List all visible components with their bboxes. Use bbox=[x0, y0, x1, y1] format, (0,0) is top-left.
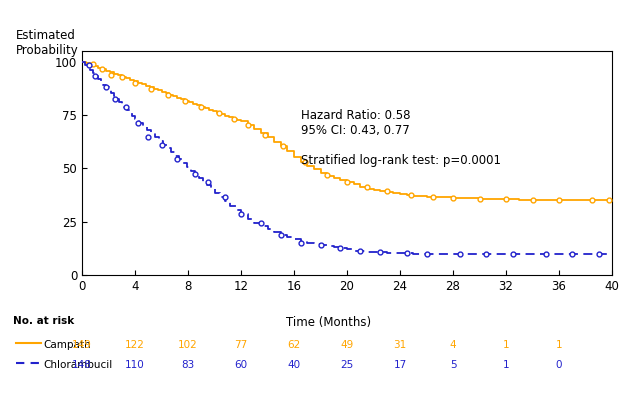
Text: 148: 148 bbox=[72, 360, 92, 369]
Text: 49: 49 bbox=[341, 340, 353, 350]
Text: Campath: Campath bbox=[43, 340, 90, 350]
Text: 17: 17 bbox=[394, 360, 406, 369]
Text: 4: 4 bbox=[450, 340, 456, 350]
Text: 1: 1 bbox=[503, 340, 509, 350]
Text: 83: 83 bbox=[182, 360, 194, 369]
Text: Estimated
Probability: Estimated Probability bbox=[16, 29, 78, 57]
Text: 0: 0 bbox=[556, 360, 562, 369]
Text: Chlorambucil: Chlorambucil bbox=[43, 360, 112, 369]
Text: 149: 149 bbox=[72, 340, 92, 350]
Text: Time (Months): Time (Months) bbox=[286, 316, 370, 329]
Text: 60: 60 bbox=[235, 360, 247, 369]
Text: 1: 1 bbox=[556, 340, 562, 350]
Text: 5: 5 bbox=[450, 360, 456, 369]
Text: Hazard Ratio: 0.58
95% CI: 0.43, 0.77

Stratified log-rank test: p=0.0001: Hazard Ratio: 0.58 95% CI: 0.43, 0.77 St… bbox=[300, 109, 500, 167]
Text: 31: 31 bbox=[394, 340, 406, 350]
Text: 77: 77 bbox=[235, 340, 247, 350]
Text: 110: 110 bbox=[125, 360, 145, 369]
Text: 1: 1 bbox=[503, 360, 509, 369]
Text: 122: 122 bbox=[125, 340, 145, 350]
Text: 25: 25 bbox=[341, 360, 353, 369]
Text: No. at risk: No. at risk bbox=[13, 316, 74, 326]
Text: 40: 40 bbox=[288, 360, 300, 369]
Text: 102: 102 bbox=[178, 340, 198, 350]
Text: 62: 62 bbox=[288, 340, 300, 350]
